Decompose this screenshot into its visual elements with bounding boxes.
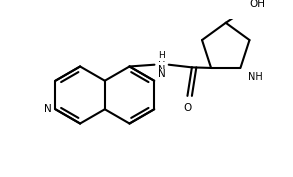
Text: N: N (158, 69, 166, 79)
Text: OH: OH (249, 0, 265, 8)
Text: N: N (44, 104, 52, 114)
Text: O: O (183, 103, 192, 113)
Text: H
N: H N (158, 54, 165, 76)
Text: NH: NH (248, 72, 263, 82)
Text: H: H (158, 51, 165, 60)
